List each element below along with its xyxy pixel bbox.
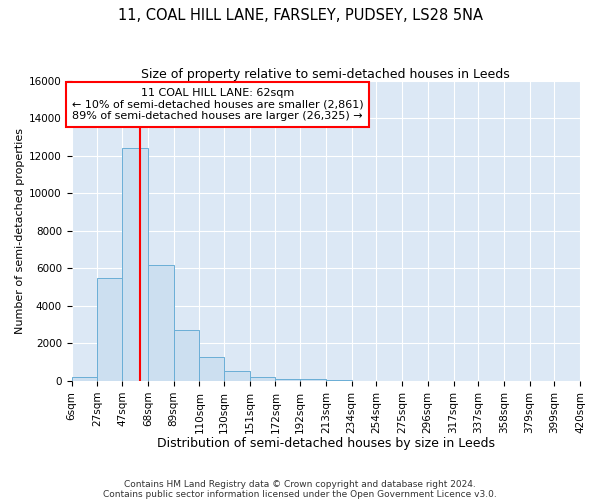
Title: Size of property relative to semi-detached houses in Leeds: Size of property relative to semi-detach… [142,68,510,80]
Text: Contains HM Land Registry data © Crown copyright and database right 2024.
Contai: Contains HM Land Registry data © Crown c… [103,480,497,499]
Text: 11 COAL HILL LANE: 62sqm
← 10% of semi-detached houses are smaller (2,861)
89% o: 11 COAL HILL LANE: 62sqm ← 10% of semi-d… [72,88,364,121]
Bar [173,330,199,381]
Bar [199,356,224,381]
Bar [326,380,352,381]
Bar [250,377,275,381]
Bar [224,370,250,381]
Bar [148,264,173,381]
Bar [97,278,122,381]
Bar [122,148,148,381]
X-axis label: Distribution of semi-detached houses by size in Leeds: Distribution of semi-detached houses by … [157,437,495,450]
Y-axis label: Number of semi-detached properties: Number of semi-detached properties [15,128,25,334]
Bar [275,378,300,381]
Bar [300,380,326,381]
Bar [71,377,97,381]
Text: 11, COAL HILL LANE, FARSLEY, PUDSEY, LS28 5NA: 11, COAL HILL LANE, FARSLEY, PUDSEY, LS2… [118,8,482,22]
